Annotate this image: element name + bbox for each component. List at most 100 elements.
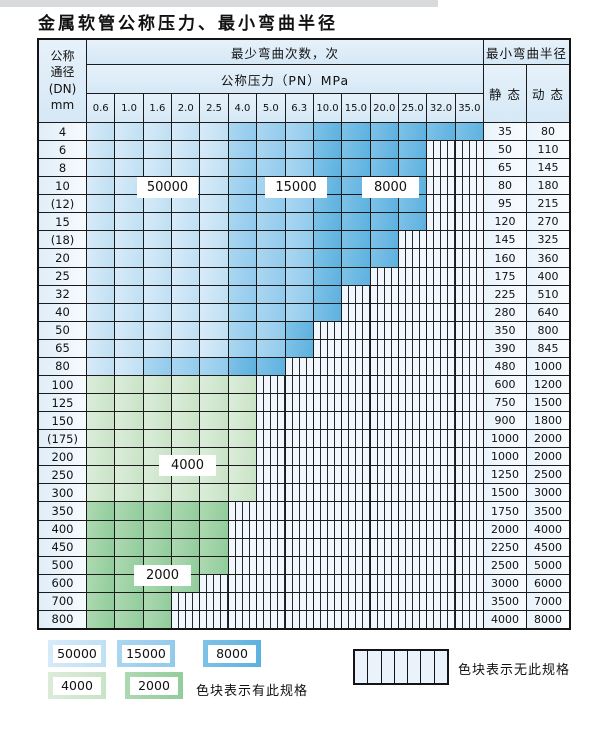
dynamic-radius-value: 180 [527, 177, 569, 195]
no-spec-cell [455, 556, 483, 574]
scan-artifact-strip [0, 0, 438, 7]
stripe-cell [408, 651, 421, 683]
static-radius-value: 120 [484, 213, 526, 231]
static-radius-value: 900 [484, 412, 526, 430]
no-spec-cell [285, 466, 313, 484]
spec-cell [143, 339, 172, 357]
spec-cell [115, 267, 143, 285]
static-radius-value: 95 [484, 195, 526, 213]
dynamic-radius-value: 2000 [527, 448, 569, 466]
spec-cell [172, 520, 200, 538]
no-spec-cell [427, 141, 455, 159]
no-spec-cell [313, 375, 342, 394]
static-radius-value: 350 [484, 321, 526, 339]
no-spec-cell [370, 466, 398, 484]
stripe-cell [355, 651, 368, 683]
no-spec-cell [427, 394, 455, 412]
pressure-table: 公称 通径 (DN) mm 最少弯曲次数，次 最小弯曲半径 公称压力（PN）MPa 静 态动 … [37, 38, 571, 630]
spec-cell [200, 321, 228, 339]
spec-cell [228, 285, 257, 303]
no-spec-cell [342, 520, 370, 538]
no-spec-cell [285, 394, 313, 412]
no-spec-cell [370, 375, 398, 394]
legend-swatch-50000: 50000 [48, 640, 106, 667]
spec-cell [87, 574, 115, 592]
no-spec-cell [398, 556, 427, 574]
spec-cell [143, 394, 172, 412]
static-radius-value: 3000 [484, 574, 526, 592]
row-dn-label: 400 [39, 520, 86, 538]
no-spec-cell [342, 574, 370, 592]
no-spec-cell [285, 520, 313, 538]
spec-cell [87, 123, 115, 141]
spec-cell [115, 375, 143, 394]
spec-cell [143, 321, 172, 339]
no-spec-cell [257, 502, 285, 520]
spec-cell [87, 159, 115, 177]
spec-cell [228, 177, 257, 195]
no-spec-cell [313, 466, 342, 484]
spec-cell [228, 267, 257, 285]
spec-cell [87, 448, 115, 466]
stripe-cell [421, 651, 434, 683]
no-spec-cell [398, 574, 427, 592]
row-dn-label: 800 [39, 610, 86, 628]
pn-value-header: 2.5 [200, 94, 228, 122]
no-spec-cell [257, 538, 285, 556]
pn-value-header: 35.0 [455, 94, 483, 122]
row-dn-label: (12) [39, 195, 86, 213]
spec-cell [200, 249, 228, 267]
spec-cell [257, 249, 285, 267]
spec-cell [200, 412, 228, 430]
spec-cell [172, 412, 200, 430]
pn-value-header: 0.6 [87, 94, 115, 122]
no-spec-cell [228, 574, 257, 592]
static-column-header: 静 态 [484, 65, 526, 122]
spec-cell [115, 520, 143, 538]
spec-cell [87, 267, 115, 285]
no-spec-cell [313, 412, 342, 430]
no-spec-cell [313, 357, 342, 375]
spec-cell [200, 339, 228, 357]
spec-cell [228, 321, 257, 339]
spec-cell [257, 321, 285, 339]
no-spec-cell [228, 610, 257, 628]
spec-cell [172, 357, 200, 375]
no-spec-cell [455, 231, 483, 249]
no-spec-cell [427, 375, 455, 394]
spec-cell [228, 448, 257, 466]
no-spec-cell [342, 484, 370, 502]
cycles-header: 最少弯曲次数，次 [87, 40, 483, 64]
bend-radius-header: 最小弯曲半径 [484, 40, 569, 64]
no-spec-cell [455, 610, 483, 628]
spec-cell [143, 303, 172, 321]
no-spec-cell [455, 394, 483, 412]
no-spec-cell [370, 285, 398, 303]
pn-value-header: 32.0 [427, 94, 455, 122]
no-spec-cell [285, 538, 313, 556]
no-spec-cell [228, 520, 257, 538]
static-radius-value: 1000 [484, 448, 526, 466]
spec-cell [200, 357, 228, 375]
no-spec-cell [370, 412, 398, 430]
stripe-cell [368, 651, 381, 683]
no-spec-cell [455, 249, 483, 267]
spec-cell [87, 321, 115, 339]
spec-cell [115, 430, 143, 448]
no-spec-cell [455, 267, 483, 285]
spec-cell [257, 141, 285, 159]
spec-cell [115, 466, 143, 484]
spec-cell [143, 141, 172, 159]
row-dn-label: 350 [39, 502, 86, 520]
static-radius-value: 145 [484, 231, 526, 249]
spec-cell [143, 357, 172, 375]
spec-cell [200, 195, 228, 213]
spec-cell [398, 195, 427, 213]
spec-cell [342, 141, 370, 159]
spec-cell [87, 466, 115, 484]
spec-cell [313, 267, 342, 285]
spec-cell [228, 339, 257, 357]
static-radius-value: 2250 [484, 538, 526, 556]
dynamic-radius-value: 80 [527, 123, 569, 141]
no-spec-cell [313, 339, 342, 357]
